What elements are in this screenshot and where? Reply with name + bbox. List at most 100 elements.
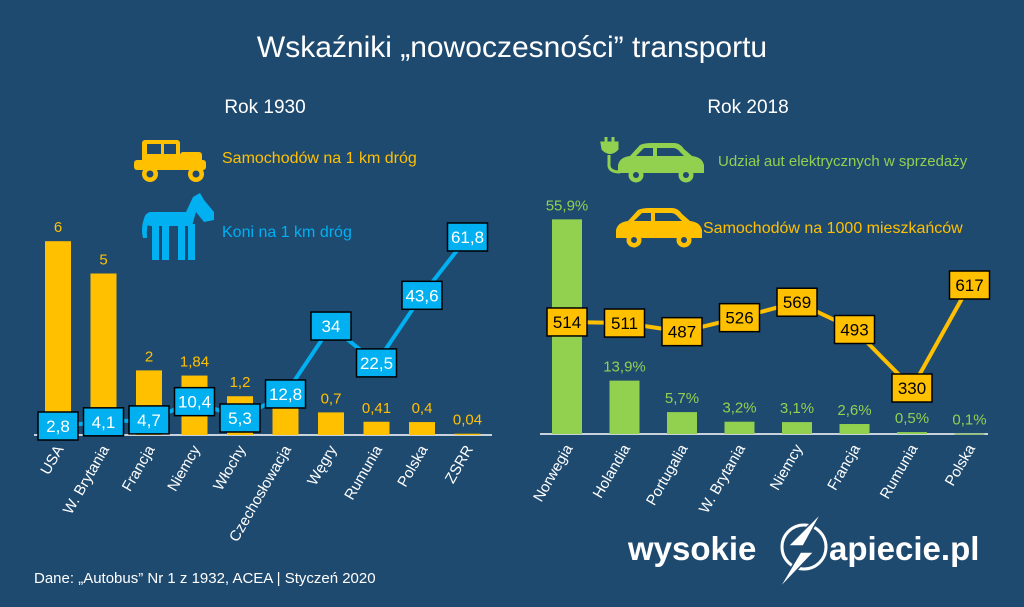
- point-label-5: 569: [783, 293, 811, 312]
- point-box-2: [603, 308, 646, 338]
- bar-label-3: 2: [145, 348, 153, 365]
- bar-8: [954, 433, 985, 435]
- tick-label-4: Niemcy: [164, 442, 204, 494]
- tick-label-7: Rumunia: [877, 441, 922, 502]
- point-label-6: 493: [840, 321, 868, 340]
- point-box-5: [219, 403, 261, 433]
- tick-label-1: Norwegia: [530, 441, 577, 505]
- chart-1930: 6 5 2 1,84 1,2 0,7 0,41 0,4 0,04 2,8 4,1 4,7 10,4 5,3…: [34, 219, 492, 545]
- bar-label-9: 0,4: [412, 400, 433, 417]
- tick-label-9: Polska: [394, 442, 432, 490]
- tick-label-4: W. Brytania: [696, 441, 749, 516]
- car-icon: [616, 208, 702, 248]
- subtitle-1930: Rok 1930: [224, 97, 305, 118]
- plug-icon: [600, 137, 621, 174]
- logo-circle: [780, 523, 828, 571]
- bar-label-4: 1,84: [180, 354, 209, 371]
- point-box-1: [546, 307, 588, 337]
- bar-label-2: 5: [99, 252, 107, 269]
- electric-car-icon: [618, 143, 704, 183]
- bar-1: [45, 241, 71, 435]
- bar-2: [609, 380, 640, 434]
- point-box-2: [82, 407, 125, 437]
- logo-bolt-icon: [777, 511, 823, 591]
- legend-horses-1930: Koni na 1 km dróg: [222, 224, 352, 241]
- bar-7: [318, 412, 344, 435]
- legend-ev-2018: Udział aut elektrycznych w sprzedaży: [718, 153, 968, 170]
- old-car-icon: [134, 140, 206, 182]
- point-label-7: 330: [898, 379, 926, 398]
- subtitle-2018: Rok 2018: [707, 97, 788, 118]
- point-box-8: [355, 348, 398, 378]
- point-label-6: 12,8: [269, 385, 302, 404]
- tick-label-3: Francja: [119, 442, 159, 494]
- point-label-10: 61,8: [451, 228, 484, 247]
- point-box-7: [310, 311, 352, 341]
- point-box-9: [401, 280, 443, 311]
- logo-text-right: apiecie.pl: [829, 530, 979, 567]
- point-label-2: 4,1: [92, 413, 116, 432]
- horse-icon: [142, 193, 214, 260]
- bar-label-5: 3,1%: [780, 400, 814, 417]
- logo-text-left: wysokie: [627, 530, 756, 567]
- tick-label-7: Węgry: [304, 442, 341, 488]
- tick-label-10: ZSRR: [442, 442, 477, 486]
- point-label-9: 43,6: [405, 286, 438, 305]
- legend-cars-1930: Samochodów na 1 km dróg: [222, 150, 417, 167]
- point-box-4: [718, 302, 761, 333]
- tick-label-3: Portugalia: [643, 441, 692, 509]
- bar-label-1: 6: [54, 219, 62, 236]
- tick-label-8: Polska: [942, 441, 980, 489]
- chart-2018: 55,9% 13,9% 5,7% 3,2% 3,1% 2,6% 0,5% 0,1% 514 511…: [530, 197, 991, 516]
- point-label-8: 22,5: [360, 354, 393, 373]
- bar-label-5: 1,2: [230, 374, 251, 391]
- bar-8: [363, 421, 390, 435]
- tick-label-5: Niemcy: [767, 441, 807, 493]
- bar-label-10: 0,04: [453, 412, 482, 429]
- point-label-2: 511: [611, 314, 638, 333]
- point-box-4: [173, 386, 216, 417]
- bar-label-7: 0,5%: [895, 410, 929, 427]
- point-box-3: [661, 316, 703, 347]
- tick-label-2: W. Brytania: [60, 442, 113, 517]
- legend-cars-2018: Samochodów na 1000 mieszkańców: [703, 220, 963, 237]
- bar-label-2: 13,9%: [603, 359, 646, 376]
- point-box-6: [833, 314, 876, 345]
- bar-label-3: 5,7%: [665, 390, 699, 407]
- tick-label-6: Francja: [824, 441, 864, 493]
- chart-title: Wskaźniki „nowoczesności” transportu: [257, 31, 767, 64]
- bar-9: [409, 422, 435, 435]
- point-box-3: [128, 405, 170, 435]
- bar-7: [897, 432, 927, 434]
- point-box-8: [948, 270, 991, 300]
- point-label-5: 5,3: [228, 409, 252, 428]
- bar-label-6: 2,6%: [837, 402, 871, 419]
- point-label-3: 487: [668, 323, 696, 342]
- point-label-4: 526: [725, 309, 753, 328]
- point-box-1: [37, 411, 79, 441]
- point-box-5: [776, 287, 818, 317]
- point-label-4: 10,4: [178, 393, 211, 412]
- tick-label-1: USA: [37, 443, 67, 478]
- bar-label-8: 0,1%: [952, 412, 986, 429]
- point-label-8: 617: [955, 276, 983, 295]
- bar-6: [272, 407, 299, 435]
- bar-label-8: 0,41: [362, 400, 391, 417]
- bar-6: [839, 424, 870, 434]
- tick-label-8: Rumunia: [341, 442, 386, 503]
- logo: wysokie apiecie.pl: [627, 511, 979, 591]
- point-box-6: [264, 379, 307, 409]
- tick-label-2: Holandia: [590, 441, 635, 501]
- bar-3: [667, 412, 697, 434]
- bar-5: [782, 422, 812, 434]
- point-box-10: [446, 222, 489, 252]
- bar-4: [724, 421, 755, 434]
- tick-label-5: Włochy: [210, 442, 250, 494]
- point-label-7: 34: [322, 317, 341, 336]
- bar-label-7: 0,7: [321, 390, 342, 407]
- bar-10: [454, 433, 481, 435]
- point-label-3: 4,7: [137, 411, 161, 430]
- point-box-7: [891, 373, 933, 403]
- line-series: [57, 235, 470, 428]
